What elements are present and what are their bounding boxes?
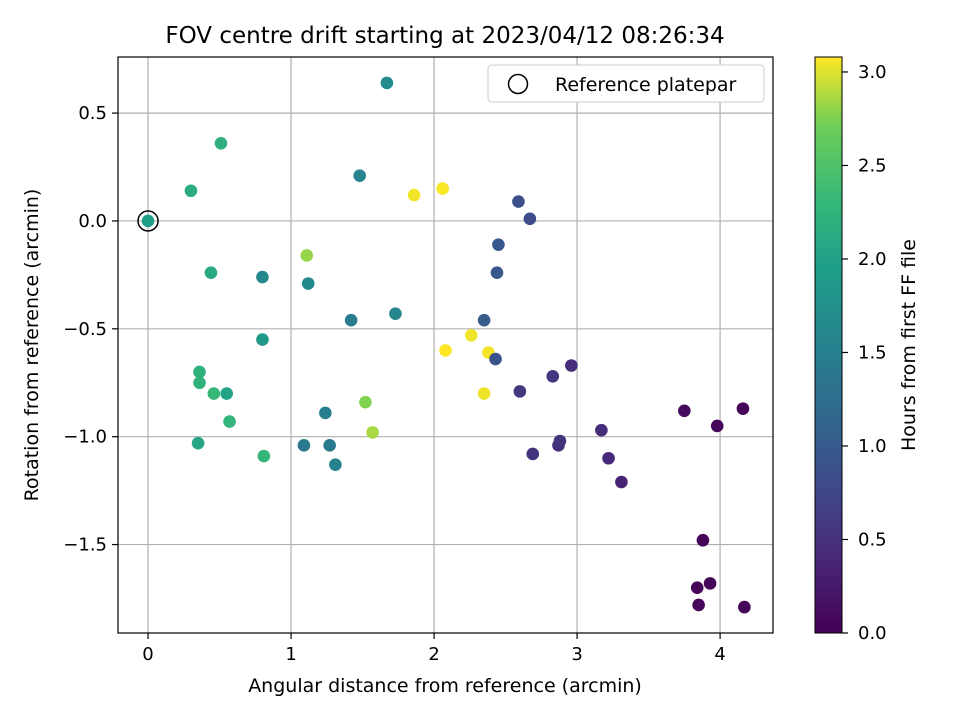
data-point: [380, 76, 394, 90]
x-axis-ticks: 0 1 2 3 4: [142, 633, 726, 665]
x-tick-label: 4: [714, 644, 725, 665]
data-point: [490, 266, 504, 280]
data-point: [477, 387, 491, 400]
data-point: [141, 214, 155, 228]
y-tick-label: −1.5: [63, 535, 107, 556]
colorbar-tick-label: 1.5: [858, 342, 887, 363]
data-points: [137, 76, 751, 614]
y-axis-ticks: 0.5 0.0 −0.5 −1.0 −1.5: [63, 103, 118, 556]
x-tick-label: 3: [571, 644, 582, 665]
data-point: [513, 385, 527, 398]
data-point: [690, 581, 704, 594]
data-point: [523, 212, 537, 226]
data-point: [359, 395, 372, 409]
data-point: [738, 600, 751, 614]
data-point: [703, 577, 717, 590]
data-point: [710, 419, 724, 433]
data-point: [464, 328, 478, 342]
colorbar-tick-label: 0.0: [858, 623, 887, 644]
data-point: [436, 182, 449, 195]
data-point: [220, 387, 233, 400]
x-tick-label: 2: [428, 644, 439, 665]
reference-marker: [137, 210, 159, 232]
colorbar-gradient: [814, 56, 843, 634]
x-axis-label: Angular distance from reference (arcmin): [248, 675, 642, 697]
y-tick-label: −1.0: [63, 427, 107, 448]
data-point: [257, 449, 271, 463]
y-axis-label: Rotation from reference (arcmin): [21, 189, 43, 502]
data-point: [223, 415, 236, 428]
data-point: [407, 188, 421, 202]
legend-marker-icon: [507, 73, 529, 95]
colorbar-tick-label: 2.5: [858, 155, 887, 176]
data-point: [301, 277, 315, 290]
colorbar: 0.0 0.5 1.0 1.5 2.0 2.5 3.0 Hours from first F…: [814, 56, 920, 644]
data-point: [439, 344, 452, 357]
data-point: [389, 307, 402, 321]
data-point: [193, 376, 206, 390]
colorbar-tick-label: 2.0: [858, 249, 887, 270]
colorbar-tick-label: 0.5: [858, 529, 887, 550]
data-point: [207, 387, 221, 400]
data-point: [692, 598, 705, 612]
legend: Reference platepar: [487, 64, 765, 103]
data-point: [256, 333, 269, 346]
data-point: [366, 426, 379, 439]
data-point: [553, 434, 567, 448]
data-point: [736, 402, 750, 415]
data-point: [184, 184, 198, 198]
grid-lines: [118, 57, 773, 633]
data-point: [204, 266, 218, 280]
y-tick-label: 0.5: [78, 103, 107, 124]
data-point: [193, 365, 206, 379]
y-tick-label: 0.0: [78, 211, 107, 232]
legend-label: Reference platepar: [555, 74, 737, 96]
data-point: [477, 313, 491, 327]
data-point: [489, 352, 502, 366]
plot-frame: [117, 56, 774, 634]
data-point: [696, 533, 710, 547]
x-tick-label: 1: [285, 644, 296, 665]
legend-box: [487, 64, 765, 103]
data-point: [595, 423, 608, 437]
data-point: [565, 359, 578, 372]
data-point: [319, 406, 332, 420]
data-point: [512, 195, 525, 208]
data-point: [191, 436, 205, 450]
data-point: [323, 439, 336, 452]
data-point: [256, 270, 269, 284]
data-point: [329, 458, 342, 472]
data-point: [526, 447, 540, 461]
data-point: [297, 439, 311, 452]
data-point: [602, 451, 615, 465]
y-tick-label: −0.5: [63, 319, 107, 340]
colorbar-ticks: 0.0 0.5 1.0 1.5 2.0 2.5 3.0: [842, 62, 887, 644]
data-point: [678, 404, 691, 418]
data-point: [492, 238, 505, 251]
chart-title: FOV centre drift starting at 2023/04/12 …: [165, 23, 724, 49]
data-point: [300, 249, 314, 262]
data-point: [353, 169, 366, 182]
data-point: [546, 369, 560, 383]
colorbar-tick-label: 1.0: [858, 436, 887, 457]
data-point: [615, 475, 628, 489]
x-tick-label: 0: [142, 644, 153, 665]
colorbar-tick-label: 3.0: [858, 62, 887, 83]
data-point: [214, 136, 228, 150]
colorbar-label: Hours from first FF file: [898, 239, 920, 451]
data-point: [344, 313, 358, 327]
